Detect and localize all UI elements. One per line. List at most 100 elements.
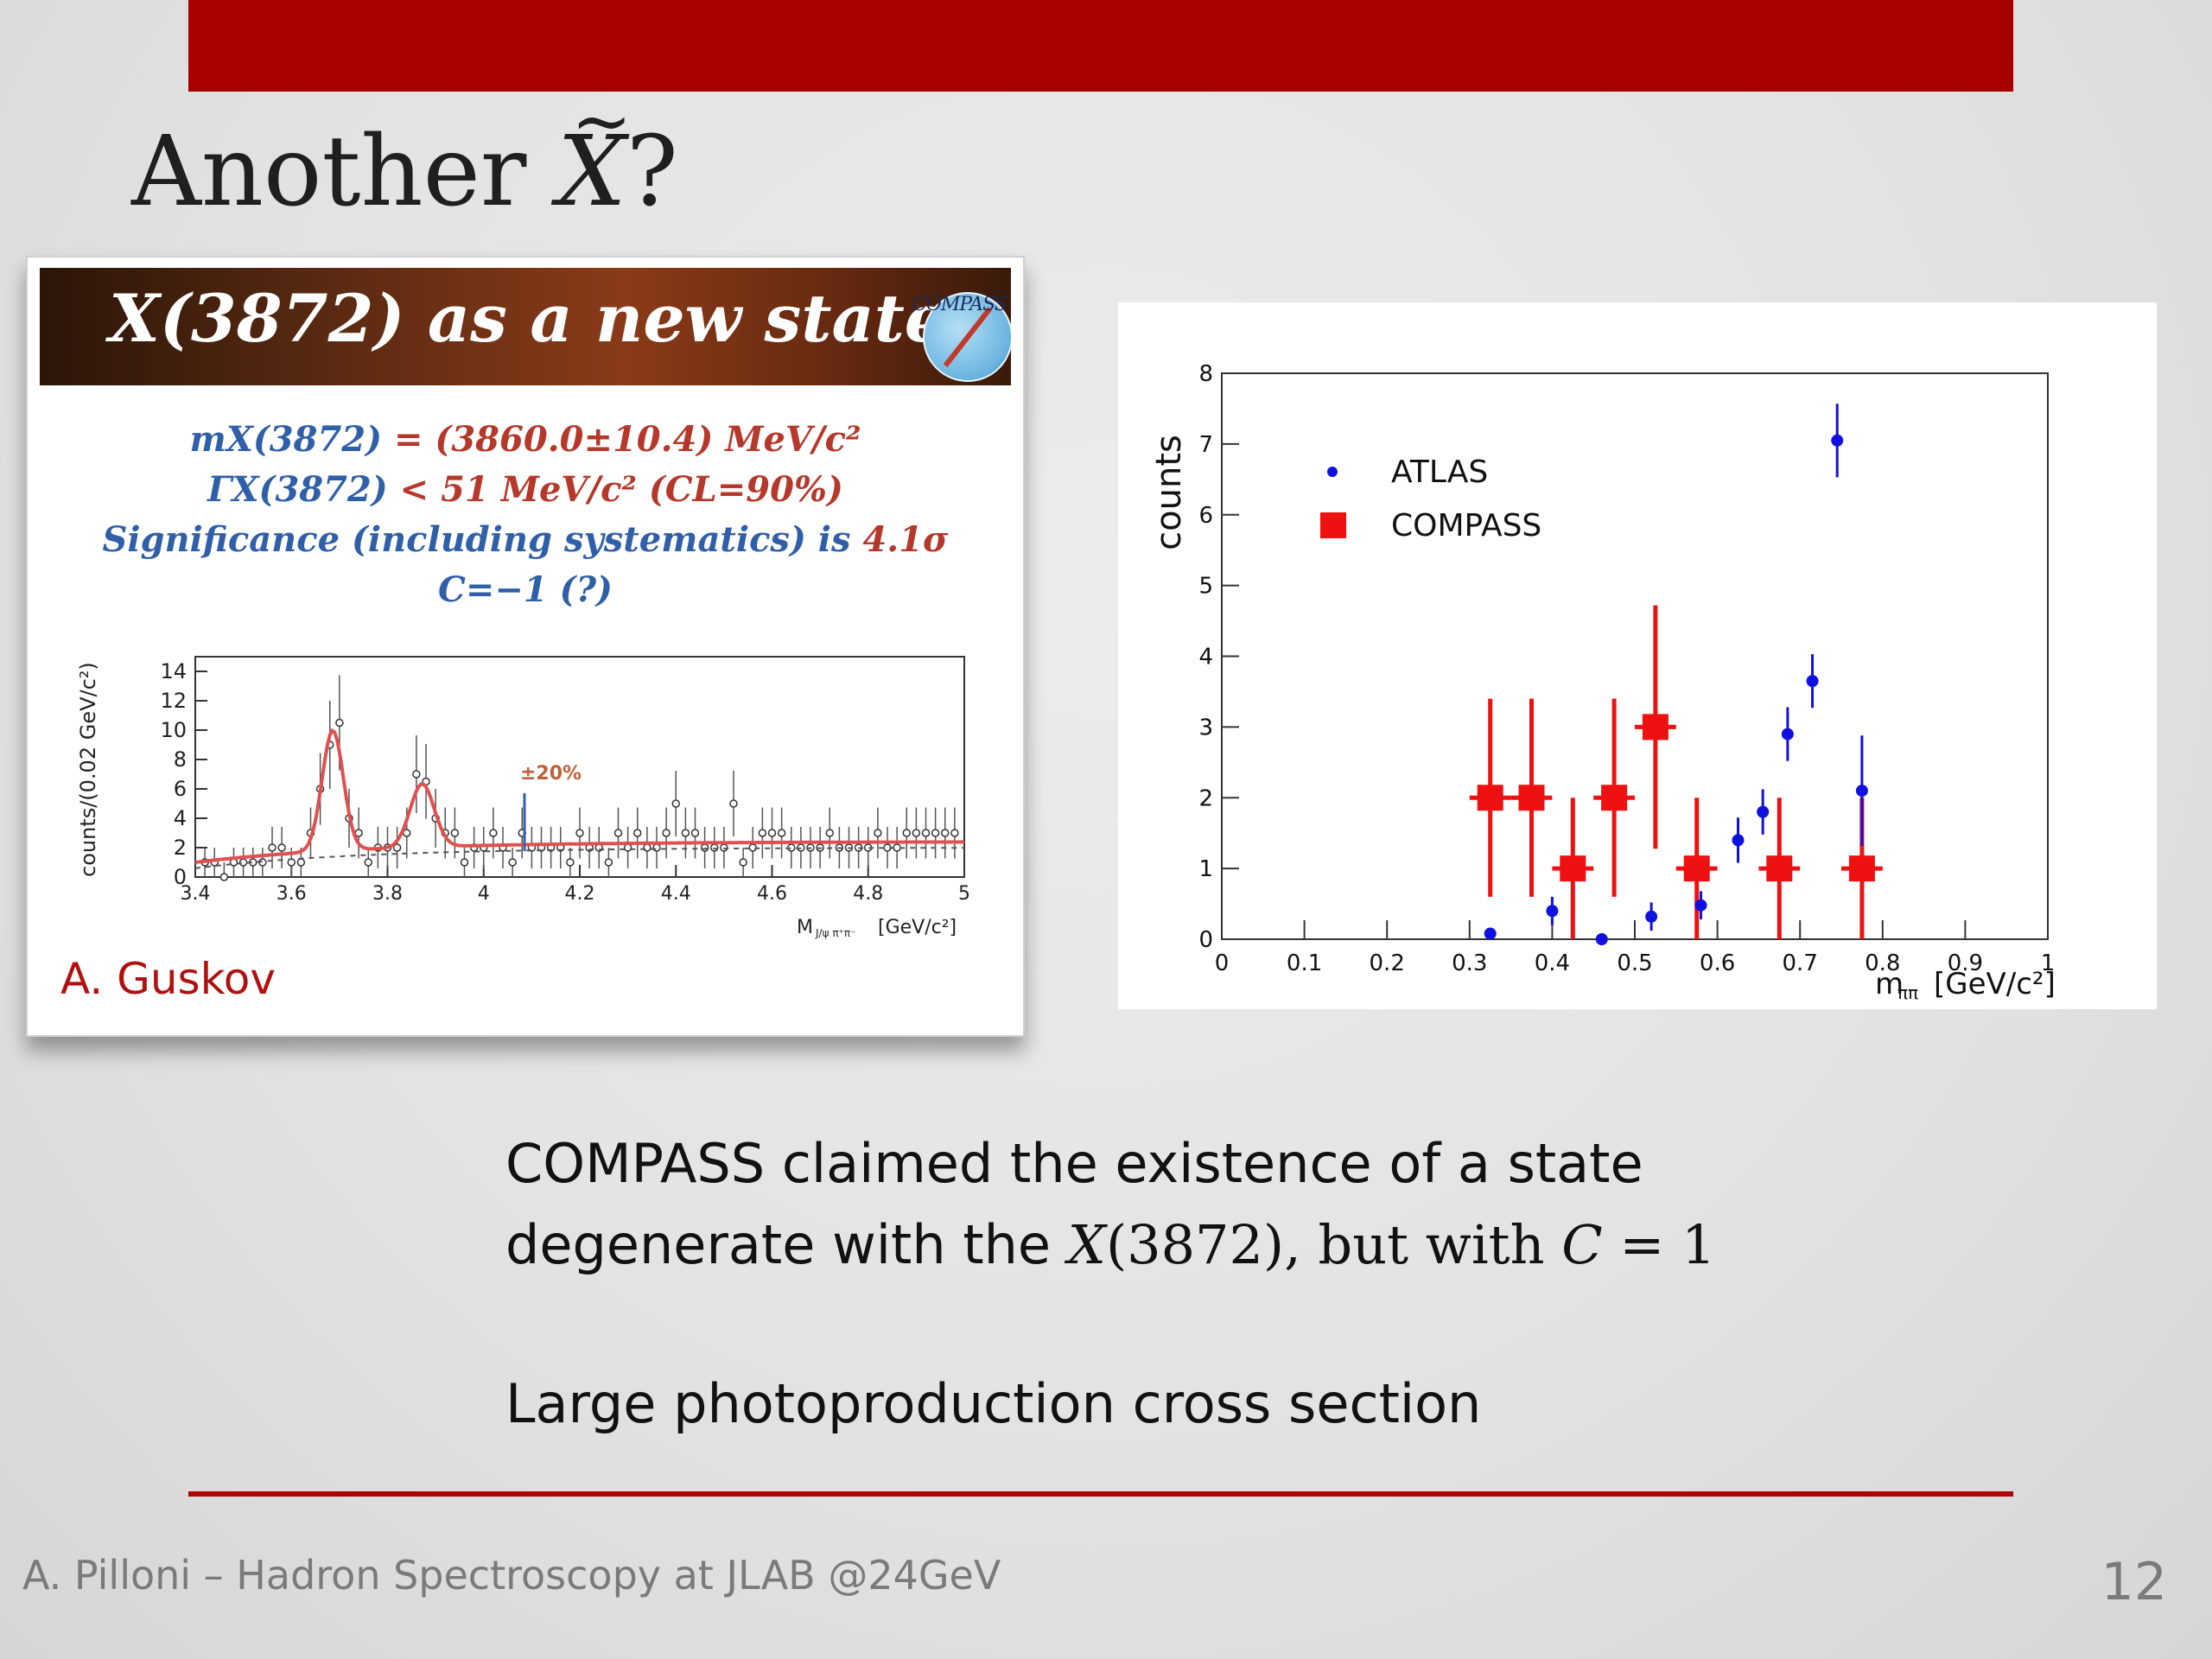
guskov-marker	[777, 829, 786, 837]
chart-xlabel: m	[1875, 967, 1904, 1001]
significance-line: Significance (including systematics) is …	[28, 515, 1023, 565]
guskov-data-point	[566, 848, 575, 877]
atlas-point	[1757, 789, 1770, 835]
chart-y-ticks: 0 1 2 3 4 5 6 7 8	[1198, 361, 1239, 953]
atlas-point	[1645, 902, 1658, 931]
mass-value: = (3860.0±10.4) MeV/c²	[393, 419, 861, 460]
guskov-x-tick-label: 3.6	[276, 883, 307, 905]
footer-text: A. Pilloni – Hadron Spectroscopy at JLAB…	[22, 1552, 1001, 1599]
guskov-data-point	[825, 807, 834, 859]
mass-line: mX(3872) = (3860.0±10.4) MeV/c²	[28, 415, 1023, 465]
guskov-marker	[392, 843, 402, 852]
guskov-marker	[700, 843, 709, 852]
compass-point	[1510, 698, 1553, 897]
guskov-xlabel-sub: J/ψ π⁺π⁻	[815, 927, 855, 939]
compass-marker	[1601, 785, 1628, 811]
guskov-marker	[296, 858, 306, 867]
guskov-data-point	[364, 848, 372, 877]
compass-logo-text: COMPASS	[912, 294, 1007, 315]
body-text: COMPASS claimed the existence of a state…	[505, 1123, 1715, 1286]
significance-text: Significance (including systematics) is	[102, 519, 863, 560]
guskov-y-tick-label: 12	[160, 689, 187, 713]
guskov-x-tick-label: 4.8	[853, 883, 883, 905]
guskov-data-point	[422, 744, 430, 819]
footer-divider	[188, 1491, 2013, 1497]
compass-point	[1675, 798, 1718, 939]
atlas-point	[1595, 933, 1608, 945]
guskov-x-tick-label: 4.2	[565, 883, 595, 905]
atlas-marker	[1732, 834, 1745, 847]
chart-xlabel-group: m ππ [GeV/c²]	[1875, 967, 2056, 1003]
guskov-y-tick-label: 4	[174, 806, 187, 830]
guskov-marker	[508, 858, 517, 867]
guskov-data-point	[921, 807, 931, 859]
atlas-point	[1694, 891, 1707, 920]
guskov-y-tick-label: 0	[174, 865, 187, 889]
guskov-marker	[364, 858, 372, 867]
body-line-2-c: C	[1561, 1213, 1603, 1276]
x-tick-label: 0.3	[1452, 950, 1487, 976]
guskov-data-point	[623, 826, 632, 869]
guskov-marker	[219, 873, 229, 881]
compass-marker	[1560, 855, 1586, 882]
guskov-data-point	[931, 807, 940, 859]
guskov-marker	[575, 829, 584, 837]
guskov-marker	[268, 843, 276, 852]
guskov-marker	[739, 858, 747, 867]
guskov-marker	[729, 799, 738, 808]
atlas-point	[1546, 896, 1559, 925]
guskov-data-point	[950, 807, 959, 859]
guskov-data-point	[941, 807, 950, 859]
legend-atlas-label: ATLAS	[1391, 454, 1488, 490]
compass-marker	[1642, 714, 1669, 741]
x-tick-label: 0.5	[1617, 950, 1652, 976]
guskov-fit-curve	[194, 728, 964, 864]
title-accent-bar	[188, 0, 2013, 92]
guskov-y-tick-label: 10	[160, 718, 187, 742]
guskov-marker	[613, 829, 623, 837]
y-tick-label: 0	[1198, 927, 1213, 953]
body-line-3: Large photoproduction cross section	[505, 1372, 1482, 1435]
atlas-marker	[1781, 728, 1794, 741]
title-symbol: X	[557, 81, 632, 226]
y-tick-label: 1	[1198, 856, 1213, 882]
x-tick-label: 0.1	[1287, 950, 1322, 976]
x-tick-label: 1	[2041, 950, 2056, 976]
guskov-marker	[767, 829, 777, 837]
guskov-data-point	[739, 848, 747, 877]
guskov-data-point	[219, 862, 229, 881]
compass-point	[1552, 798, 1594, 939]
atlas-point	[1781, 707, 1794, 761]
result-summary: mX(3872) = (3860.0±10.4) MeV/c² ΓX(3872)…	[28, 415, 1023, 615]
guskov-data-point	[681, 807, 690, 859]
title-suffix: ?	[626, 116, 678, 228]
guskov-data-point	[662, 807, 671, 859]
atlas-marker	[1595, 933, 1608, 945]
guskov-marker	[412, 770, 421, 779]
atlas-point	[1732, 817, 1745, 863]
chart-xlabel-sub: ππ	[1897, 982, 1918, 1003]
guskov-y-tick-label: 6	[174, 777, 187, 801]
body-line-2: degenerate with the X(3872), but with C …	[505, 1205, 1715, 1286]
atlas-marker	[1831, 434, 1844, 447]
body-line-2-symbol: X	[1067, 1213, 1106, 1276]
atlas-marker	[1645, 910, 1658, 923]
guskov-data-point	[450, 807, 460, 859]
x-tick-label: 0.8	[1865, 950, 1900, 976]
guskov-y-ticks: 0 2 4 6 8 10 12 14	[160, 659, 207, 889]
guskov-marker	[931, 829, 940, 837]
mass-label: mX(3872)	[189, 419, 383, 460]
guskov-marker	[643, 843, 652, 852]
body-line-2-end: = 1	[1602, 1213, 1716, 1276]
width-line: ΓX(3872) < 51 MeV/c² (CL=90%)	[28, 465, 1023, 515]
guskov-marker	[893, 843, 901, 852]
guskov-marker	[335, 718, 344, 728]
atlas-marker	[1806, 675, 1819, 688]
guskov-marker	[450, 829, 460, 837]
guskov-data-point	[412, 735, 421, 813]
c-parity: C=−1 (?)	[438, 569, 613, 610]
guskov-marker	[950, 829, 959, 837]
x-tick-label: 0.2	[1370, 950, 1405, 976]
guskov-marker	[633, 829, 642, 837]
